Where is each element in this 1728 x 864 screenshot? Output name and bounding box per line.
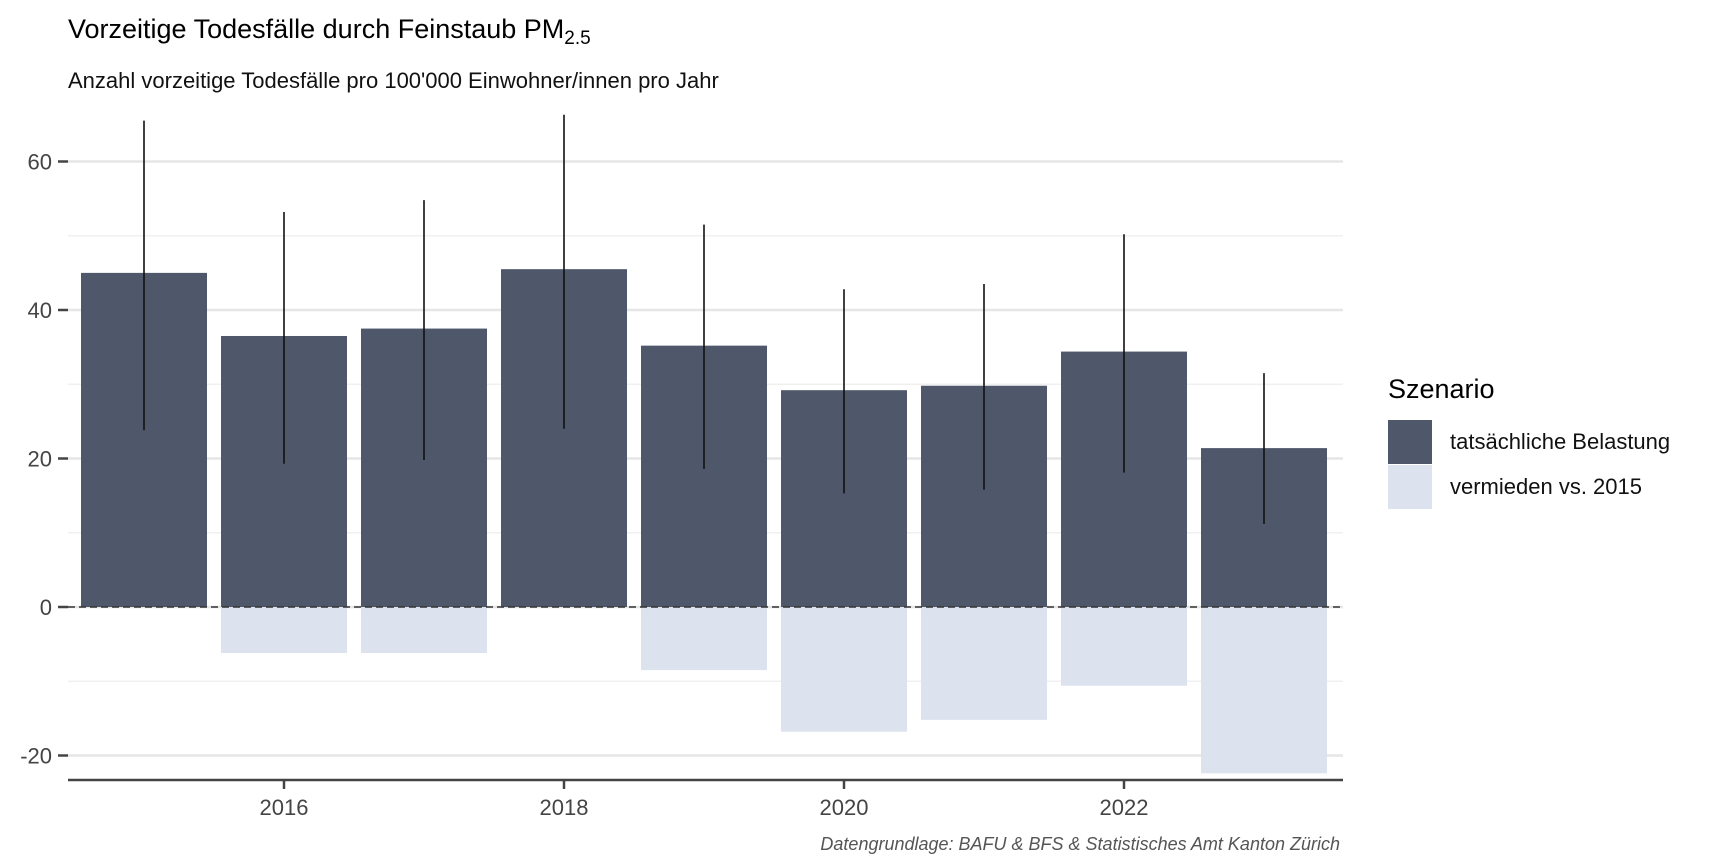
bar-avoided-2021 [921, 607, 1047, 720]
chart-subtitle: Anzahl vorzeitige Todesfälle pro 100'000… [68, 68, 719, 93]
x-tick-label: 2018 [540, 795, 589, 820]
x-tick-label: 2016 [260, 795, 309, 820]
bar-avoided-2023 [1201, 607, 1327, 774]
y-tick-label: 60 [28, 150, 52, 175]
legend: Szenario tatsächliche Belastung vermiede… [1388, 374, 1670, 509]
error-bars [143, 114, 1265, 524]
legend-label: tatsächliche Belastung [1450, 428, 1671, 454]
y-tick-label: 20 [28, 447, 52, 472]
legend-swatch-avoided [1388, 464, 1432, 509]
y-tick-label: 0 [40, 595, 52, 620]
bar-avoided-2016 [221, 607, 347, 654]
bar-avoided-2020 [781, 607, 907, 732]
source-caption: Datengrundlage: BAFU & BFS & Statistisch… [820, 834, 1340, 854]
legend-swatch-actual [1388, 419, 1432, 464]
chart-title: Vorzeitige Todesfälle durch Feinstaub PM… [68, 14, 591, 49]
y-tick-label: -20 [20, 744, 52, 769]
axes: -20 0 20 40 60 2016 2018 2020 2022 [20, 150, 1343, 820]
x-tick-label: 2020 [820, 795, 869, 820]
x-tick-label: 2022 [1100, 795, 1149, 820]
legend-label: vermieden vs. 2015 [1450, 473, 1642, 499]
y-tick-label: 40 [28, 298, 52, 323]
bar-avoided-2022 [1061, 607, 1187, 686]
bar-avoided-2019 [641, 607, 767, 671]
legend-item-actual: tatsächliche Belastung [1388, 419, 1670, 464]
legend-item-avoided: vermieden vs. 2015 [1388, 464, 1670, 509]
bar-avoided-2017 [361, 607, 487, 654]
legend-title: Szenario [1388, 374, 1495, 404]
